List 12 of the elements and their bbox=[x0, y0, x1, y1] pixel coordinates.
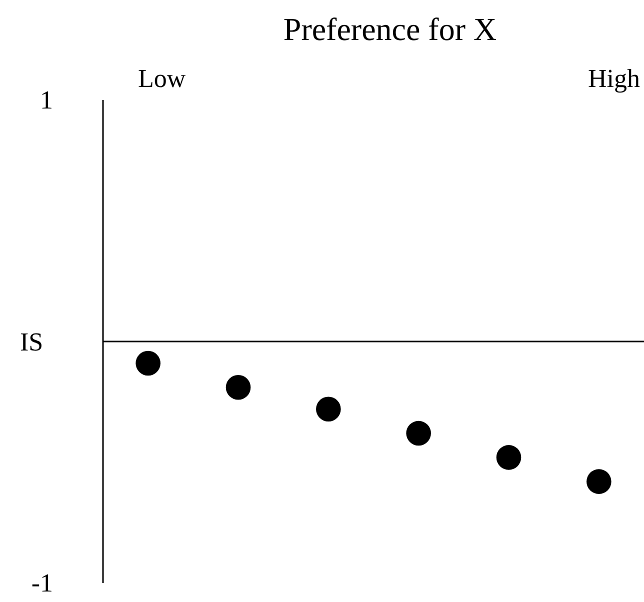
text: High bbox=[588, 64, 640, 93]
point bbox=[586, 469, 612, 494]
point bbox=[406, 420, 431, 446]
y-tick-label: -1 bbox=[31, 568, 53, 598]
y-tick-label: 1 bbox=[40, 85, 53, 114]
point bbox=[496, 445, 522, 470]
point bbox=[136, 350, 160, 376]
chart-title: Preference for X bbox=[283, 11, 497, 47]
y-axis-title: IS bbox=[20, 328, 44, 357]
point bbox=[226, 374, 251, 400]
text: Low bbox=[138, 64, 186, 93]
point bbox=[316, 396, 341, 422]
